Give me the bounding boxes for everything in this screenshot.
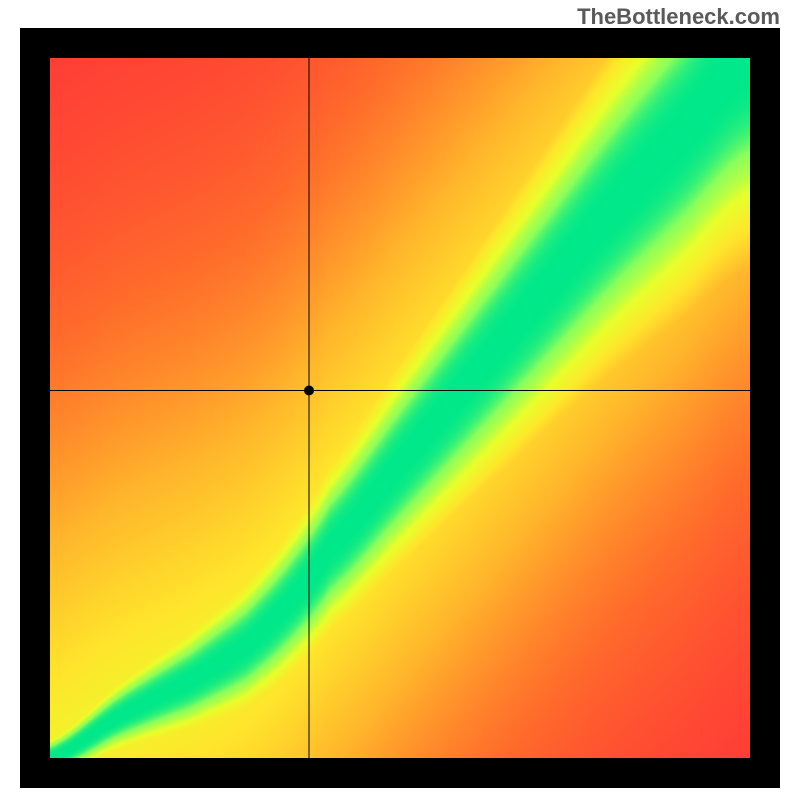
chart-container: TheBottleneck.com bbox=[0, 0, 800, 800]
watermark-text: TheBottleneck.com bbox=[577, 4, 780, 30]
heatmap-canvas bbox=[50, 58, 750, 758]
plot-frame bbox=[20, 28, 780, 788]
